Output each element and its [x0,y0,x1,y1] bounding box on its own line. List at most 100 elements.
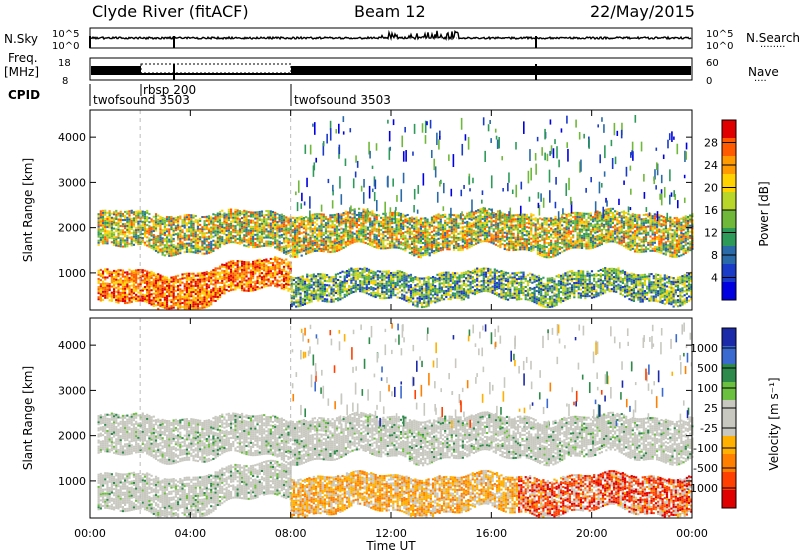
data-cell [605,233,608,236]
data-cell [196,221,200,224]
data-cell [163,244,166,247]
data-cell [554,234,557,237]
data-cell [684,241,687,244]
data-cell [675,247,679,250]
data-cell [322,250,325,253]
data-cell [397,230,400,233]
data-cell [422,221,425,224]
data-cell [446,246,449,249]
data-cell [150,289,153,292]
data-cell [148,239,151,242]
data-cell [143,213,147,216]
data-cell [384,231,387,234]
data-cell [181,235,184,238]
data-cell [470,212,473,215]
data-cell [112,233,116,236]
data-cell [232,220,235,223]
data-cell [302,249,306,252]
data-cell [130,236,133,239]
data-cell [263,230,266,233]
data-cell [479,218,482,221]
data-cell [463,233,467,236]
data-cell [185,242,189,245]
data-cell [126,273,129,276]
data-cell [247,219,250,222]
data-cell [364,221,367,224]
data-cell [265,218,268,221]
data-cell [256,213,259,216]
data-cell [170,298,173,302]
data-cell [225,268,228,271]
data-cell [441,240,445,243]
data-cell [254,211,257,214]
data-cell [382,231,385,234]
data-cell [349,216,352,219]
data-cell [550,227,553,230]
data-cell [342,230,345,233]
data-cell [99,297,102,300]
data-cell [499,219,502,222]
data-cell [329,232,332,235]
data-cell [265,240,268,243]
data-cell [545,217,548,220]
data-cell [611,213,615,216]
data-cell [207,280,211,283]
data-cell [243,215,246,218]
data-cell [229,260,233,263]
data-cell [132,284,136,287]
data-cell [176,228,180,231]
data-cell [121,239,125,242]
data-cell [117,222,120,225]
data-cell [338,228,341,231]
data-cell [254,233,257,236]
data-cell [437,241,440,244]
data-cell [172,304,175,307]
data-cell [207,272,211,275]
data-cell [196,243,200,246]
data-cell [675,229,679,232]
data-cell [168,254,171,257]
data-cell [357,211,361,214]
data-cell [229,262,233,265]
data-cell [483,217,487,220]
data-cell [658,234,661,237]
data-cell [119,281,122,284]
data-cell [459,232,462,235]
data-cell [384,214,387,217]
data-cell [357,230,361,233]
data-cell [296,247,299,250]
data-cell [232,278,235,281]
data-cell [168,250,171,253]
data-cell [446,229,449,232]
data-cell [647,221,650,224]
data-cell [165,240,169,243]
data-cell [565,224,568,227]
data-cell [161,253,164,256]
data-cell [644,231,648,235]
data-cell [203,226,206,229]
data-cell [112,243,116,246]
data-cell [108,224,111,227]
data-cell [190,307,193,310]
data-cell [483,225,487,228]
data-cell [99,222,102,225]
data-cell [121,219,125,222]
data-cell [212,287,215,290]
data-cell [238,240,241,243]
data-cell [291,229,294,232]
data-cell [179,231,182,234]
data-cell [124,243,127,246]
data-cell [168,299,171,302]
data-cell [218,275,222,278]
data-cell [433,243,436,246]
data-cell [104,232,107,235]
data-cell [653,233,656,236]
data-cell [486,215,489,218]
data-cell [223,243,226,246]
data-cell [675,245,679,248]
data-cell [655,232,659,235]
nsky-label: N.Sky [4,32,38,46]
data-cell [285,224,288,227]
data-cell [161,237,164,240]
data-cell [574,244,577,247]
